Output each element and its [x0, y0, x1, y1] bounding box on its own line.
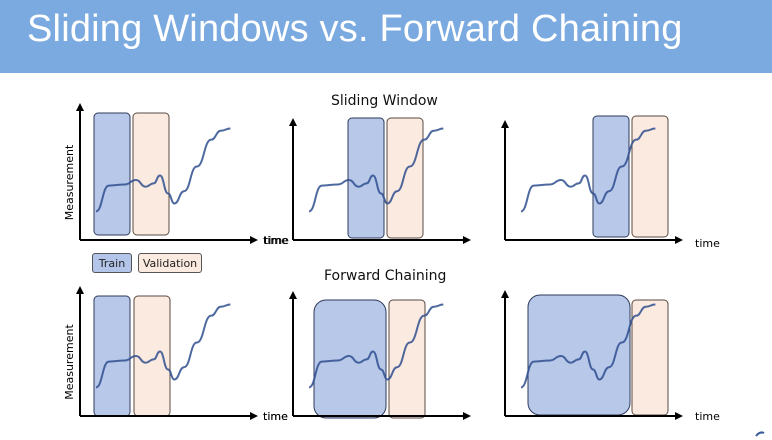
- y-axis-label: Measurement: [63, 324, 76, 400]
- validation-window: [132, 112, 170, 236]
- y-axis-label: Measurement: [63, 144, 76, 220]
- train-window: [592, 115, 630, 238]
- validation-window: [386, 117, 424, 239]
- measurement-curve: [520, 127, 656, 213]
- measurement-curve: [95, 303, 231, 389]
- x-axis-label: time: [263, 410, 288, 423]
- validation-window: [133, 295, 171, 417]
- validation-window: [631, 115, 669, 238]
- forward-chaining-title: Forward Chaining: [324, 268, 447, 284]
- train-window: [93, 295, 131, 417]
- panel-5: time: [263, 291, 471, 423]
- train-window: [313, 299, 387, 419]
- x-axis-label: time: [695, 410, 720, 423]
- measurement-curve: [308, 303, 444, 389]
- train-window: [347, 117, 385, 239]
- legend-validation: Validation: [138, 253, 202, 273]
- measurement-curve: [95, 127, 231, 213]
- panel-2: time: [263, 117, 471, 247]
- x-axis-label: time: [695, 237, 720, 250]
- sliding-window-title: Sliding Window: [331, 93, 438, 109]
- train-window: [93, 112, 131, 236]
- panel-4: time Measurement: [63, 286, 288, 423]
- panel-3: time: [501, 115, 720, 250]
- legend-train: Train: [92, 253, 132, 273]
- slide-title: Sliding Windows vs. Forward Chaining: [27, 8, 683, 50]
- validation-window: [388, 299, 426, 419]
- x-axis-label: time: [263, 234, 288, 247]
- measurement-curve: [308, 127, 444, 213]
- panel-6: time: [501, 290, 720, 423]
- validation-window: [631, 299, 669, 416]
- x-axis-label: time: [264, 234, 289, 247]
- measurement-curve: [520, 303, 656, 389]
- page-number-fragment: [755, 431, 765, 437]
- panel-1: time Measurement: [63, 103, 289, 247]
- slide-header: Sliding Windows vs. Forward Chaining: [0, 0, 772, 73]
- x-axis-label: time: [263, 410, 288, 423]
